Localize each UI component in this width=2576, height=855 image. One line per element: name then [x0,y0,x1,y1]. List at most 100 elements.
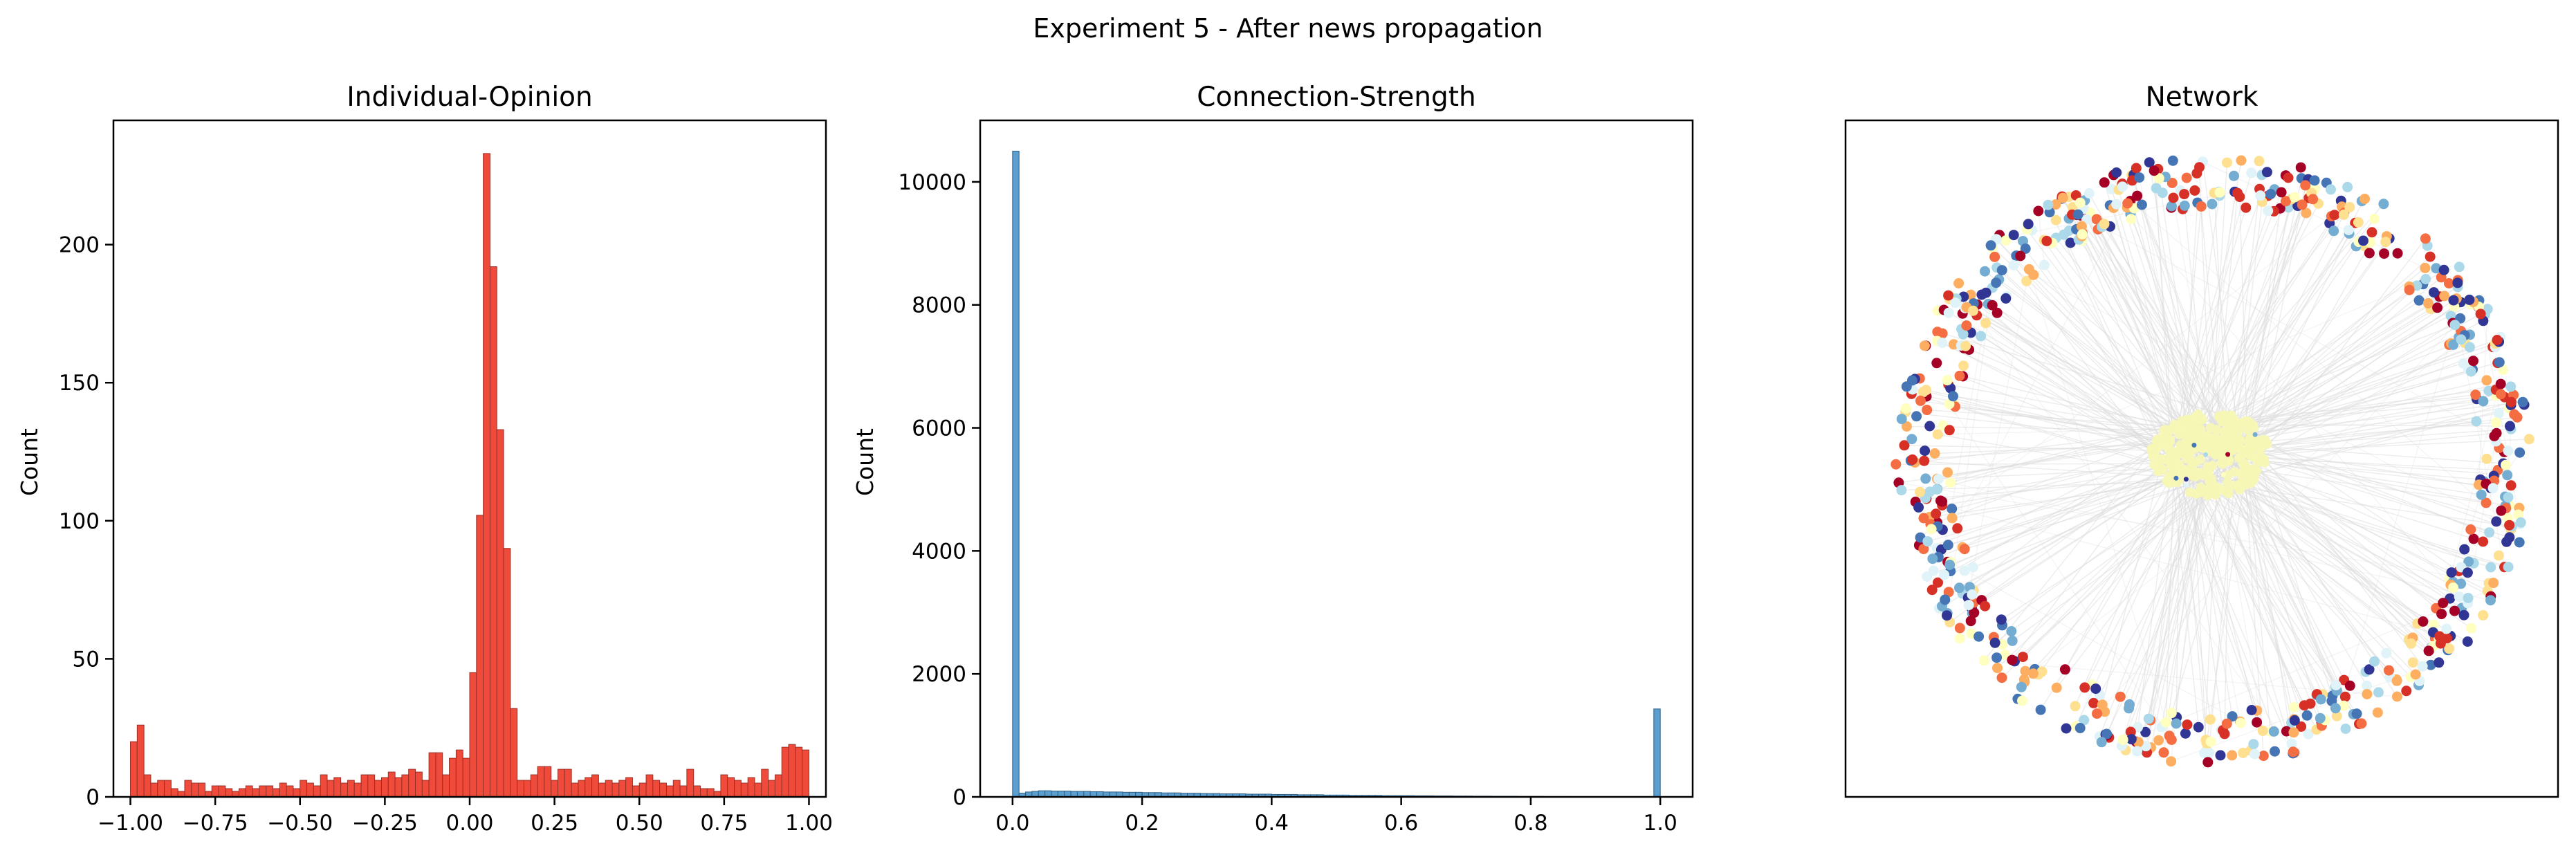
network-node [2300,180,2311,191]
connection-histogram-bar [1653,708,1661,798]
network-edge [1991,304,2192,430]
network-node [2223,488,2234,499]
network-node [2406,638,2417,649]
connection-histogram-xtick-label: 1.0 [1644,811,1677,836]
network-node [2289,715,2300,726]
network-edge [1949,461,2171,623]
network-edge [2207,453,2238,762]
network-node [1899,440,1910,451]
network-node [2252,717,2263,728]
network-node [2033,205,2044,217]
network-edge [2245,472,2336,688]
network-node [2364,664,2375,675]
network-edge [2222,300,2454,451]
network-node [1947,513,1958,524]
network-node [2140,726,2151,737]
network-node [2493,550,2504,561]
network-node [2234,453,2244,463]
network-edge [2220,466,2337,686]
network-edge [2221,480,2441,644]
network-node [2092,708,2102,719]
network-node [2246,705,2257,715]
network-edge [2247,426,2337,709]
network-node [2245,419,2255,430]
network-node [2423,645,2434,656]
network-node [2381,647,2392,659]
network-edge [2130,214,2460,597]
network-edge [2104,182,2189,462]
network-node [1937,338,1948,348]
network-node [2465,524,2476,535]
network-node [2378,199,2389,210]
opinion-histogram-bar [273,788,280,798]
network-node [2342,181,2353,192]
network-node [2203,452,2209,457]
network-edge [2241,238,2390,450]
network-edge [2170,463,2199,728]
network-frame [1844,119,2559,798]
network-node [2468,533,2479,544]
network-node [2446,567,2457,578]
network-node [2150,448,2160,458]
network-node [2221,718,2232,729]
network-node [2180,728,2191,739]
network-node [1991,277,2002,288]
network-edge [2133,174,2191,436]
network-node [2420,262,2431,273]
opinion-histogram-bar [428,752,436,798]
network-node [2099,177,2110,188]
opinion-histogram-bar [740,782,748,798]
network-edge [2216,480,2492,568]
connection-histogram-panel: Connection-Strength Count 0.0 0.2 0.4 0.6 0.… [852,82,1694,836]
network-node [1920,445,1931,457]
opinion-histogram-bar [259,785,267,798]
network-node [2122,198,2133,209]
network-edge [2241,461,2418,624]
connection-histogram-ytick-label: 2000 [912,662,966,687]
network-node [2258,751,2269,762]
network-node [1918,544,1929,555]
network-node [2207,199,2218,210]
network-edge [1919,544,2241,722]
network-node [1942,610,1952,621]
opinion-histogram-bar [387,771,396,798]
opinion-histogram-bar [700,788,708,798]
network-node [2462,636,2473,647]
opinion-histogram-xtick-label: 0.50 [616,811,663,836]
network-edge [2096,219,2181,443]
network-node [2007,654,2018,665]
network-edge [1967,269,2030,598]
network-node [2340,724,2351,734]
network-edge [2128,481,2206,705]
network-node [2456,578,2467,589]
opinion-histogram-bar [455,749,463,798]
network-node [2246,167,2257,178]
connection-histogram-ytick-label: 6000 [912,416,966,441]
network-node [2229,170,2239,181]
network-node [1954,633,1965,644]
network-edge [2080,214,2495,437]
network-node [1954,370,1965,381]
network-node [1948,391,1958,402]
network-node [2023,264,2034,275]
opinion-histogram-bar [353,782,362,798]
network-edge [1957,203,2128,529]
opinion-histogram-frame [112,119,827,798]
network-node [2260,436,2270,447]
network-node [2203,467,2214,477]
network-node [2248,739,2259,750]
network-node [2297,199,2308,210]
network-node [1919,455,1930,466]
network-edge [2175,475,2294,753]
network-node [2236,436,2246,446]
network-node [2401,686,2412,697]
network-node [2454,591,2465,603]
opinion-histogram-bar [672,780,681,798]
opinion-histogram-bar [598,782,606,798]
network-node [2384,665,2394,676]
network-node [2289,702,2299,712]
network-node [1968,305,1978,316]
network-node [2173,475,2179,481]
opinion-histogram-bar [551,780,559,798]
opinion-histogram-bar [279,782,287,798]
